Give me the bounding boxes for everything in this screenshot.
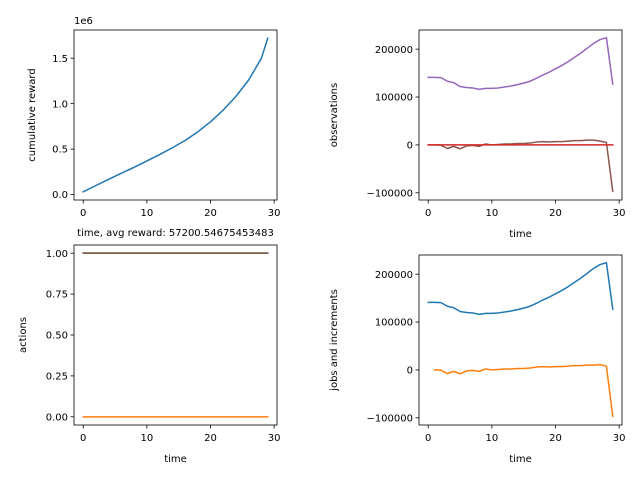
chart-3-x-axis-label: time [164, 454, 187, 465]
chart-3-x-tick-label: 20 [204, 433, 217, 444]
chart-2-axes-frame [418, 29, 623, 201]
chart-4-y-tick-label: −100000 [366, 413, 413, 424]
chart-1-x-tick-label: 30 [268, 208, 281, 219]
chart-1-y-tick-label: 0.0 [52, 190, 68, 201]
chart-2-y-tick-label: −100000 [366, 188, 413, 199]
chart-2-x-axis-label: time [509, 229, 532, 240]
chart-1-x-axis-label: time, avg reward: 57200.54675453483 [77, 228, 274, 239]
chart-3-x-tick-label: 10 [140, 433, 153, 444]
chart-4-series-2-line [433, 363, 614, 418]
chart-4-x-tick-label: 20 [549, 433, 562, 444]
chart-3-y-tick-label: 0.00 [46, 412, 68, 423]
chart-1-series-1-line [82, 37, 269, 193]
chart-1-y-tick-label: 1.5 [52, 54, 68, 65]
chart-1-y-tick-label: 0.5 [52, 145, 68, 156]
chart-2-x-tick-label: 0 [425, 208, 431, 219]
chart-3-axes-frame [73, 244, 278, 426]
chart-2-y-tick-label: 0 [407, 141, 413, 152]
chart-2-y-tick-label: 200000 [375, 45, 413, 56]
chart-4-y-tick-label: 0 [407, 366, 413, 377]
chart-4-x-axis-label: time [509, 454, 532, 465]
chart-4-x-tick-label: 10 [485, 433, 498, 444]
chart-3-y-axis-label: actions [18, 317, 29, 353]
chart-2-series-2-line [427, 139, 614, 193]
chart-4-series-1-line [427, 261, 614, 316]
chart-2-x-tick-label: 10 [485, 208, 498, 219]
chart-1-offset-text: 1e6 [74, 16, 93, 27]
chart-1-x-tick-label: 10 [140, 208, 153, 219]
chart-4-y-tick-label: 200000 [375, 270, 413, 281]
chart-1-y-tick-label: 1.0 [52, 99, 68, 110]
chart-2-x-tick-label: 20 [549, 208, 562, 219]
chart-4-y-axis-label: jobs and increments [329, 289, 340, 392]
chart-2-y-tick-label: 100000 [375, 93, 413, 104]
chart-4-x-tick-label: 0 [425, 433, 431, 444]
chart-3-x-tick-label: 30 [268, 433, 281, 444]
chart-2-x-tick-label: 30 [613, 208, 626, 219]
chart-3-x-tick-label: 0 [80, 433, 86, 444]
chart-4-y-tick-label: 100000 [375, 318, 413, 329]
chart-1-y-axis-label: cumulative reward [27, 68, 38, 161]
chart-2-series-1-line [427, 36, 614, 91]
chart-1-x-tick-label: 0 [80, 208, 86, 219]
chart-2-y-axis-label: observations [329, 83, 340, 147]
chart-3-y-tick-label: 0.25 [46, 372, 68, 383]
chart-1-axes-frame [73, 29, 278, 201]
chart-4-x-tick-label: 30 [613, 433, 626, 444]
chart-4-axes-frame [418, 254, 623, 426]
chart-3-y-tick-label: 0.75 [46, 290, 68, 301]
chart-3-y-tick-label: 1.00 [46, 249, 68, 260]
chart-1-x-tick-label: 20 [204, 208, 217, 219]
chart-3-y-tick-label: 0.50 [46, 331, 68, 342]
